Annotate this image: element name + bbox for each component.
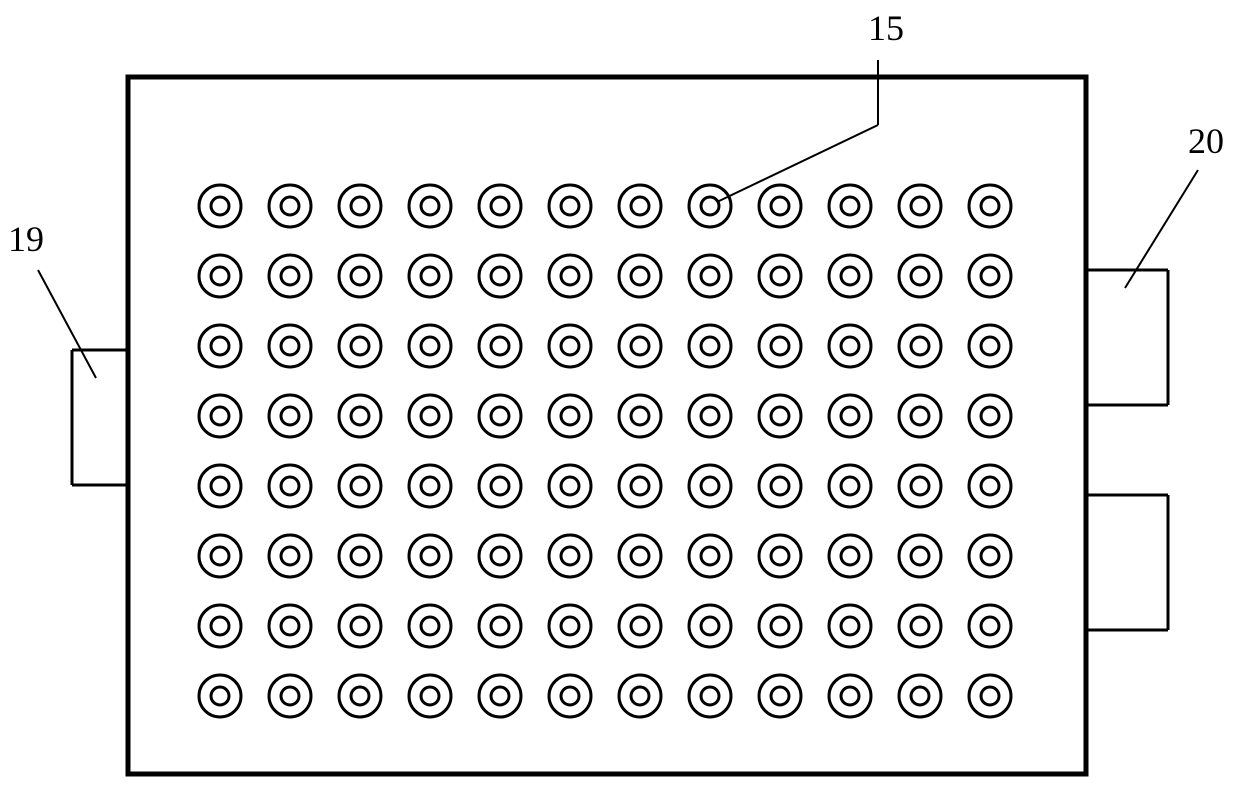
callout-label-20: 20 <box>1188 120 1224 162</box>
diagram-canvas <box>0 0 1240 799</box>
callout-label-19: 19 <box>8 218 44 260</box>
callout-label-15: 15 <box>868 7 904 49</box>
